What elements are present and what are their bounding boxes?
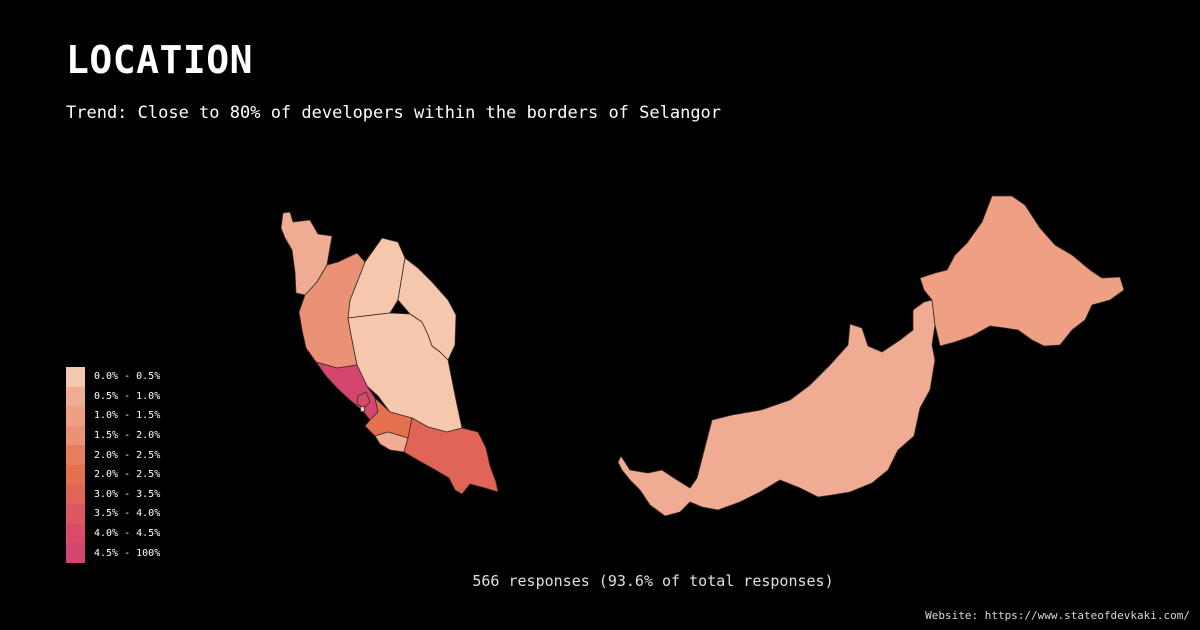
legend-swatch (66, 464, 85, 485)
legend-label: 3.5% - 4.0% (94, 508, 161, 520)
legend-label: 2.0% - 2.5% (94, 449, 161, 461)
legend-item: 0.5% - 1.0% (66, 386, 161, 407)
legend-item: 3.5% - 4.0% (66, 504, 160, 524)
legend-item: 2.0% - 2.5% (66, 464, 161, 485)
legend-swatch (66, 504, 85, 524)
legend-label: 0.0% - 0.5% (94, 371, 161, 383)
legend-swatch (66, 445, 85, 465)
legend-swatch (66, 523, 85, 544)
legend-label: 4.5% - 100% (94, 547, 161, 559)
region-sarawak (617, 299, 936, 517)
website-link[interactable]: Website: https://www.stateofdevkaki.com/ (925, 609, 1190, 622)
region-johor (403, 417, 499, 495)
region-kuala-lumpur (356, 391, 371, 409)
legend: 0.0% - 0.5% 0.5% - 1.0% 1.0% - 1.5% 1.5% - … (66, 367, 160, 563)
legend-item: 1.5% - 2.0% (66, 425, 161, 446)
subtitle: Trend: Close to 80% of developers within… (66, 103, 722, 123)
region-putrajaya (359, 405, 366, 413)
legend-item: 0.0% - 0.5% (66, 367, 160, 387)
legend-item: 1.0% - 1.5% (66, 406, 160, 426)
legend-label: 1.5% - 2.0% (94, 430, 161, 442)
legend-swatch (66, 406, 85, 426)
legend-label: 3.0% - 3.5% (94, 488, 161, 500)
legend-item: 2.0% - 2.5% (66, 445, 160, 465)
legend-label: 0.5% - 1.0% (94, 390, 161, 402)
region-sabah (919, 195, 1125, 347)
legend-item: 4.0% - 4.5% (66, 523, 161, 544)
legend-label: 1.0% - 1.5% (94, 410, 161, 422)
legend-swatch (66, 543, 85, 563)
legend-swatch (66, 484, 85, 505)
responses-summary: 566 responses (93.6% of total responses) (472, 572, 834, 590)
legend-swatch (66, 367, 85, 387)
region-pahang (347, 312, 463, 433)
legend-swatch (66, 425, 85, 446)
legend-item: 4.5% - 100% (66, 543, 160, 563)
legend-swatch (66, 386, 85, 407)
legend-label: 4.0% - 4.5% (94, 528, 161, 540)
legend-item: 3.0% - 3.5% (66, 484, 161, 505)
legend-label: 2.0% - 2.5% (94, 469, 161, 481)
page-title: LOCATION (66, 38, 254, 82)
